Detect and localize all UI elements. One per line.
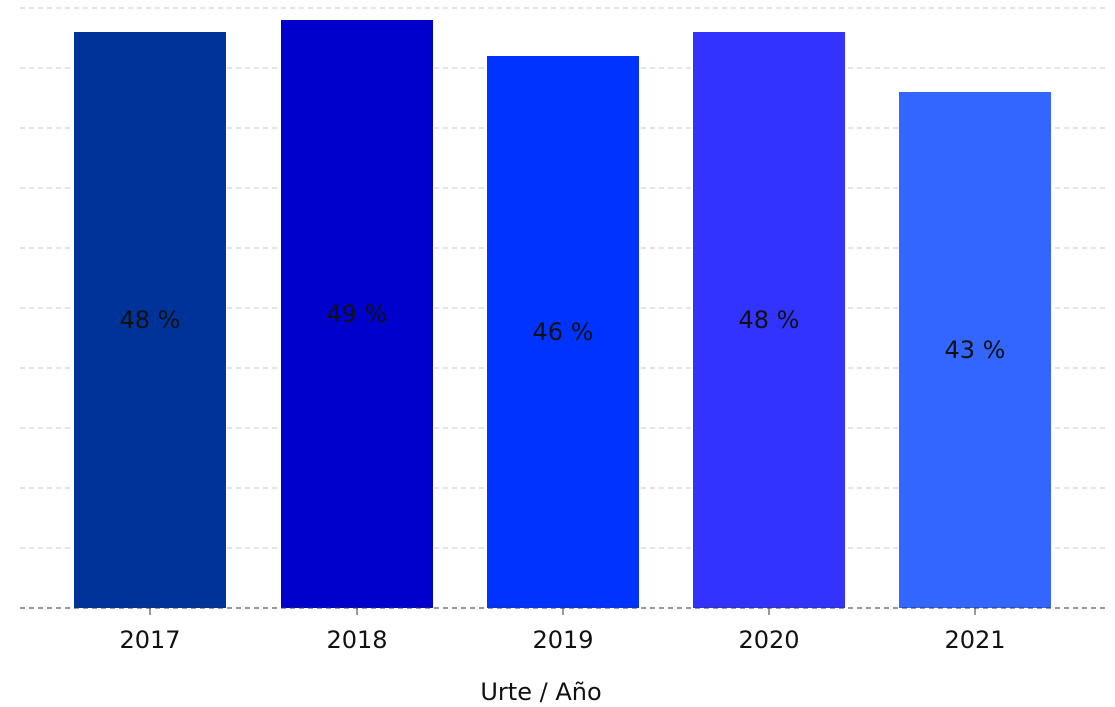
x-tick-label-2020: 2020	[738, 626, 799, 654]
x-axis: 2017 2018 2019 2020 2021	[20, 607, 1108, 654]
bar-2019	[487, 56, 639, 608]
data-labels: 48 % 49 % 46 % 48 % 43 %	[120, 300, 1006, 364]
x-axis-title: Urte / Año	[480, 678, 601, 706]
x-tick-label-2019: 2019	[532, 626, 593, 654]
bars	[74, 20, 1051, 608]
bar-2017	[74, 32, 226, 608]
x-tick-label-2021: 2021	[944, 626, 1005, 654]
bar-2021	[899, 92, 1051, 608]
data-label-2019: 46 %	[533, 318, 594, 346]
data-label-2017: 48 %	[120, 306, 181, 334]
data-label-2021: 43 %	[945, 336, 1006, 364]
bar-2020	[693, 32, 845, 608]
x-tick-label-2017: 2017	[119, 626, 180, 654]
data-label-2018: 49 %	[327, 300, 388, 328]
bar-2018	[281, 20, 433, 608]
x-tick-label-2018: 2018	[326, 626, 387, 654]
data-label-2020: 48 %	[739, 306, 800, 334]
